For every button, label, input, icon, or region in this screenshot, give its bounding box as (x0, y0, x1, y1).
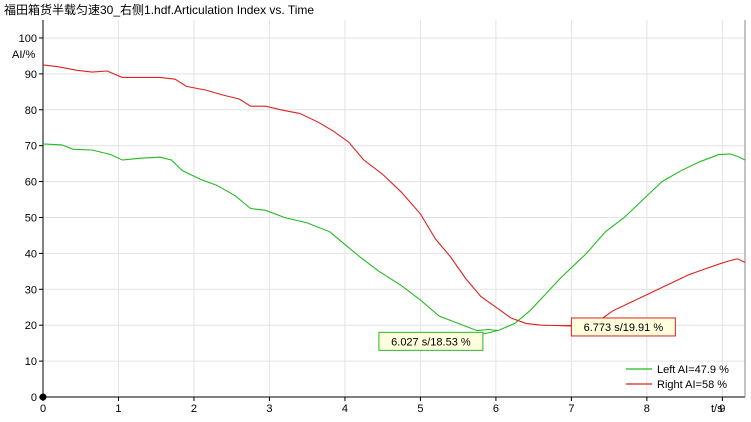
annotation-label-1: 6.773 s/19.91 % (584, 322, 664, 334)
x-tick-label: 6 (493, 403, 499, 415)
x-tick-label: 3 (266, 403, 272, 415)
x-axis-label: t/s (711, 403, 723, 415)
series-line-0 (42, 143, 746, 332)
annotation-box-0 (378, 331, 484, 351)
y-tick-label: 0 (31, 392, 37, 404)
y-tick-label: 40 (25, 248, 37, 260)
series-lines (42, 64, 746, 332)
x-tick-label: 2 (191, 403, 197, 415)
axes: AI/% t/s (12, 20, 746, 415)
legend-entry-1: Right AI=58 % (657, 379, 727, 391)
series-line-1 (42, 64, 746, 327)
y-tick-label: 20 (25, 320, 37, 332)
y-tick-label: 10 (25, 356, 37, 368)
grid-lines (43, 20, 745, 397)
x-tick-label: 7 (568, 403, 574, 415)
y-tick-label: 60 (25, 177, 37, 189)
chart-title: 福田箱货半载匀速30_右侧1.hdf.Articulation Index vs… (4, 3, 315, 17)
y-tick-label: 80 (25, 105, 37, 117)
x-tick-labels: 0 1 2 3 4 5 6 7 8 9 (40, 403, 725, 415)
y-tick-labels: 0 10 20 30 40 50 60 70 80 90 100 (19, 33, 37, 404)
origin-dot (39, 393, 47, 401)
annotation-label-0: 6.027 s/18.53 % (391, 336, 471, 348)
x-tick-label: 4 (342, 403, 348, 415)
x-tick-label: 5 (417, 403, 423, 415)
x-tick-label: 1 (115, 403, 121, 415)
legend: Left AI=47.9 % Right AI=58 % (626, 364, 729, 391)
y-tick-label: 50 (25, 212, 37, 224)
x-tick-label: 0 (40, 403, 46, 415)
y-tick-label: 30 (25, 284, 37, 296)
annotations[interactable]: 6.027 s/18.53 % 6.773 s/19.91 % (378, 317, 676, 351)
y-tick-label: 90 (25, 69, 37, 81)
y-tick-label: 70 (25, 141, 37, 153)
x-tick-label: 8 (644, 403, 650, 415)
y-tick-label: 100 (19, 33, 37, 45)
y-axis-label: AI/% (12, 49, 35, 61)
legend-entry-0: Left AI=47.9 % (657, 364, 729, 376)
annotation-box-1 (570, 317, 676, 337)
x-tick-label: 9 (719, 403, 725, 415)
